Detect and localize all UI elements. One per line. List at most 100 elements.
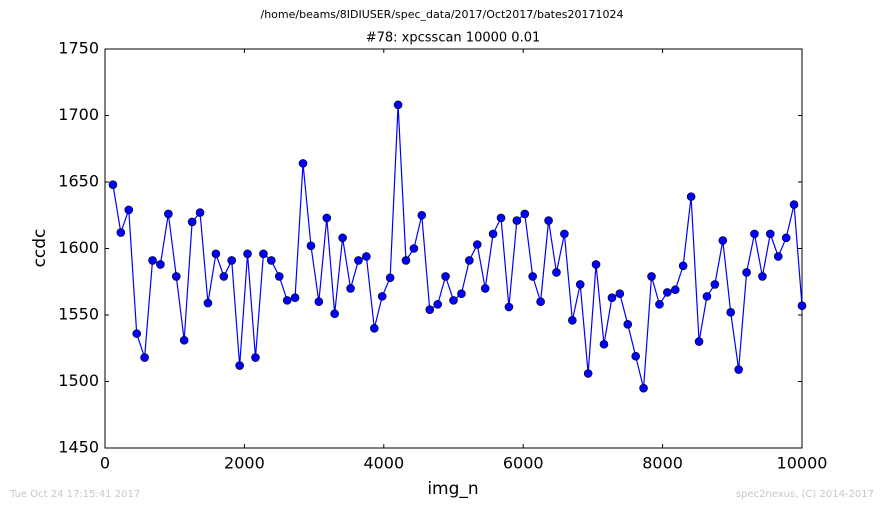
data-point — [742, 268, 751, 277]
data-line — [112, 104, 803, 389]
data-point — [449, 296, 458, 305]
data-point — [433, 300, 442, 309]
data-point — [417, 210, 427, 220]
data-point — [132, 329, 142, 338]
data-point — [496, 213, 506, 223]
data-point — [274, 272, 284, 281]
data-point — [267, 256, 276, 265]
y-tick-label: 1450 — [58, 438, 99, 457]
data-point — [259, 249, 268, 259]
suptitle: /home/beams/8IDIUSER/spec_data/2017/Oct2… — [261, 8, 624, 21]
data-point — [306, 241, 316, 251]
data-point — [401, 256, 411, 265]
data-point — [251, 353, 260, 362]
data-point — [639, 383, 648, 393]
y-tick-label: 1600 — [58, 238, 99, 257]
footer-left: Tue Oct 24 17:15:41 2017 — [9, 489, 140, 500]
y-tick-label: 1650 — [58, 172, 99, 191]
data-point — [211, 249, 221, 259]
data-point — [148, 256, 157, 265]
data-point — [734, 365, 743, 374]
x-axis-label: img_n — [427, 479, 478, 499]
data-point — [108, 180, 118, 189]
data-point — [219, 272, 229, 281]
data-point — [797, 301, 807, 310]
data-point — [670, 285, 680, 295]
data-point — [512, 216, 522, 225]
footer-right: spec2nexus, (C) 2014-2017 — [736, 489, 874, 500]
data-point — [504, 302, 514, 312]
data-point — [623, 320, 633, 329]
data-point — [187, 217, 197, 227]
data-point — [528, 272, 537, 281]
data-point — [472, 240, 482, 249]
data-point — [140, 353, 149, 362]
data-point — [377, 292, 387, 301]
data-point — [544, 216, 553, 225]
data-point — [290, 293, 300, 303]
data-point — [655, 300, 664, 309]
x-tick-label: 6000 — [503, 454, 544, 473]
data-point — [314, 297, 324, 307]
data-point — [631, 351, 640, 361]
x-tick-label: 10000 — [777, 454, 828, 473]
data-point — [686, 192, 696, 201]
data-point — [354, 256, 363, 265]
data-point — [702, 292, 712, 301]
data-point — [227, 256, 237, 265]
y-axis-label: ccdc — [30, 229, 50, 268]
data-point — [203, 298, 213, 308]
data-point — [172, 272, 181, 281]
data-point — [781, 233, 791, 243]
data-point — [599, 339, 609, 349]
data-point — [457, 289, 466, 299]
data-point — [726, 308, 735, 317]
data-point — [765, 229, 775, 239]
data-point — [488, 229, 498, 239]
y-tick-label: 1700 — [58, 105, 99, 124]
data-point — [124, 205, 134, 215]
data-point — [718, 236, 728, 245]
data-point — [425, 305, 435, 314]
data-point — [750, 229, 759, 239]
data-point — [607, 293, 617, 303]
data-point — [710, 280, 720, 289]
x-tick-label: 0 — [100, 454, 110, 473]
data-point — [663, 288, 672, 297]
data-point — [647, 272, 656, 281]
data-point — [789, 200, 799, 209]
data-point — [520, 209, 530, 219]
data-point — [322, 213, 332, 223]
data-point — [235, 361, 244, 370]
data-point — [552, 268, 561, 277]
data-point — [583, 369, 593, 378]
data-point — [568, 316, 577, 325]
y-tick-label: 1550 — [58, 305, 99, 324]
chart-title: #78: xpcsscan 10000 0.01 — [366, 31, 541, 46]
data-point — [409, 244, 419, 253]
data-point — [282, 296, 292, 305]
data-point — [195, 208, 205, 217]
x-tick-label: 4000 — [363, 454, 404, 473]
data-point — [393, 100, 403, 110]
data-point — [330, 309, 339, 318]
data-point — [164, 209, 173, 219]
y-tick-label: 1500 — [58, 371, 99, 390]
data-point — [346, 284, 355, 293]
data-point — [678, 261, 688, 271]
data-point — [362, 252, 371, 261]
data-point — [615, 289, 625, 299]
data-point — [560, 229, 569, 239]
data-point — [243, 249, 252, 259]
y-tick-label: 1750 — [58, 39, 99, 58]
data-point — [156, 260, 165, 269]
data-point — [480, 284, 490, 293]
data-point — [694, 337, 704, 346]
data-point — [338, 233, 347, 243]
data-point — [116, 228, 126, 237]
data-point — [441, 272, 450, 281]
data-point — [385, 273, 395, 283]
data-point — [370, 323, 379, 333]
x-tick-label: 2000 — [224, 454, 265, 473]
